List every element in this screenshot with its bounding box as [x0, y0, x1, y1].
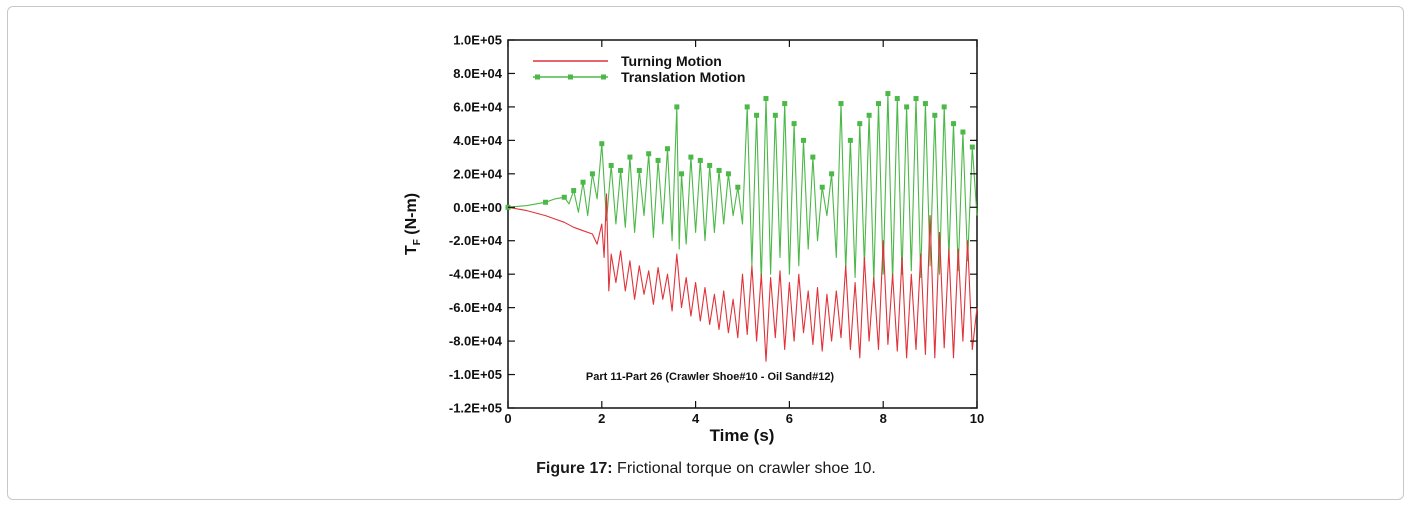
data-point-translation-motion	[627, 154, 633, 160]
data-point-translation-motion	[608, 162, 614, 168]
data-point-translation-motion	[735, 184, 741, 190]
data-point-translation-motion	[561, 194, 567, 200]
y-tick-label: -1.2E+05	[449, 401, 502, 416]
y-tick-label: 4.0E+04	[453, 133, 503, 148]
data-point-translation-motion	[707, 162, 713, 168]
x-tick-label: 10	[970, 411, 984, 426]
caption-text: Frictional torque on crawler shoe 10.	[612, 460, 876, 477]
series-line-translation-motion	[507, 92, 978, 284]
data-point-translation-motion	[866, 112, 872, 118]
series-layer	[505, 91, 978, 362]
y-tick-label: 1.0E+05	[453, 33, 502, 48]
data-point-translation-motion	[688, 154, 694, 160]
data-point-translation-motion	[829, 171, 835, 177]
data-point-translation-motion	[646, 151, 652, 157]
data-point-translation-motion	[589, 171, 595, 177]
y-tick-label: 6.0E+04	[453, 99, 503, 114]
x-tick-label: 8	[880, 411, 887, 426]
y-axis-title-sub: F	[412, 239, 423, 245]
svg-text:TF (N-m): TF (N-m)	[403, 193, 423, 255]
data-point-translation-motion	[754, 112, 760, 118]
data-point-translation-motion	[744, 104, 750, 110]
data-point-translation-motion	[655, 157, 661, 163]
data-point-translation-motion	[697, 157, 703, 163]
data-point-translation-motion	[618, 167, 624, 173]
data-point-translation-motion	[932, 112, 938, 118]
x-axis-title: Time (s)	[710, 426, 775, 445]
y-tick-label: 8.0E+04	[453, 66, 503, 81]
chart-annotation: Part 11-Part 26 (Crawler Shoe#10 - Oil S…	[586, 371, 835, 383]
data-point-translation-motion	[894, 96, 900, 102]
data-point-translation-motion	[913, 96, 919, 102]
x-tick-label: 6	[786, 411, 793, 426]
data-point-translation-motion	[599, 141, 605, 147]
data-point-translation-motion	[580, 179, 586, 185]
caption-label: Figure 17:	[536, 460, 613, 477]
y-tick-label: 0.0E+00	[453, 200, 502, 215]
data-point-translation-motion	[674, 104, 680, 110]
data-point-translation-motion	[857, 121, 863, 127]
data-point-translation-motion	[725, 171, 731, 177]
data-point-translation-motion	[969, 144, 975, 150]
data-point-translation-motion	[960, 129, 966, 135]
data-point-translation-motion	[782, 101, 788, 107]
y-axis-title-main: T	[403, 245, 420, 255]
y-tick-label: -4.0E+04	[449, 267, 503, 282]
data-point-translation-motion	[543, 199, 549, 205]
data-point-translation-motion	[810, 154, 816, 160]
data-point-translation-motion	[904, 104, 910, 110]
x-tick-label: 4	[692, 411, 700, 426]
axes-layer: 1.0E+05 8.0E+04 6.0E+04 4.0E+04 2.0E+04 0.0E+…	[449, 33, 984, 427]
data-point-translation-motion	[819, 184, 825, 190]
legend-marker-translation-motion	[568, 74, 573, 80]
data-point-translation-motion	[791, 121, 797, 127]
data-point-translation-motion	[800, 137, 806, 143]
data-point-translation-motion	[763, 96, 769, 102]
data-point-translation-motion	[941, 104, 947, 110]
y-tick-label: -1.0E+05	[449, 367, 502, 382]
data-point-translation-motion	[876, 101, 882, 107]
series-line-turning-motion	[507, 193, 978, 362]
y-tick-label: -2.0E+04	[449, 233, 503, 248]
data-point-translation-motion	[571, 188, 577, 194]
legend-label-turning-motion: Turning Motion	[621, 53, 722, 69]
data-point-translation-motion	[838, 101, 844, 107]
data-point-translation-motion	[679, 171, 685, 177]
figure-caption: Figure 17: Frictional torque on crawler …	[0, 460, 1412, 478]
data-point-translation-motion	[847, 137, 853, 143]
data-point-translation-motion	[922, 101, 928, 107]
y-tick-label: -8.0E+04	[449, 334, 503, 349]
legend-marker-translation-motion	[535, 74, 540, 80]
data-point-translation-motion	[951, 121, 957, 127]
data-point-translation-motion	[885, 91, 891, 97]
y-axis-title: TF (N-m)	[403, 193, 423, 255]
data-point-translation-motion	[636, 167, 642, 173]
y-tick-label: -6.0E+04	[449, 300, 503, 315]
legend-marker-translation-motion	[601, 74, 606, 80]
data-point-translation-motion	[716, 167, 722, 173]
x-tick-label: 2	[598, 411, 605, 426]
y-axis-title-unit: (N-m)	[403, 193, 420, 239]
chart-svg: 1.0E+05 8.0E+04 6.0E+04 4.0E+04 2.0E+04 0.0E+…	[403, 33, 984, 446]
x-tick-label: 0	[504, 411, 511, 426]
data-point-translation-motion	[772, 112, 778, 118]
legend-label-translation-motion: Translation Motion	[621, 69, 745, 85]
data-point-translation-motion	[664, 146, 670, 152]
y-tick-label: 2.0E+04	[453, 166, 503, 181]
